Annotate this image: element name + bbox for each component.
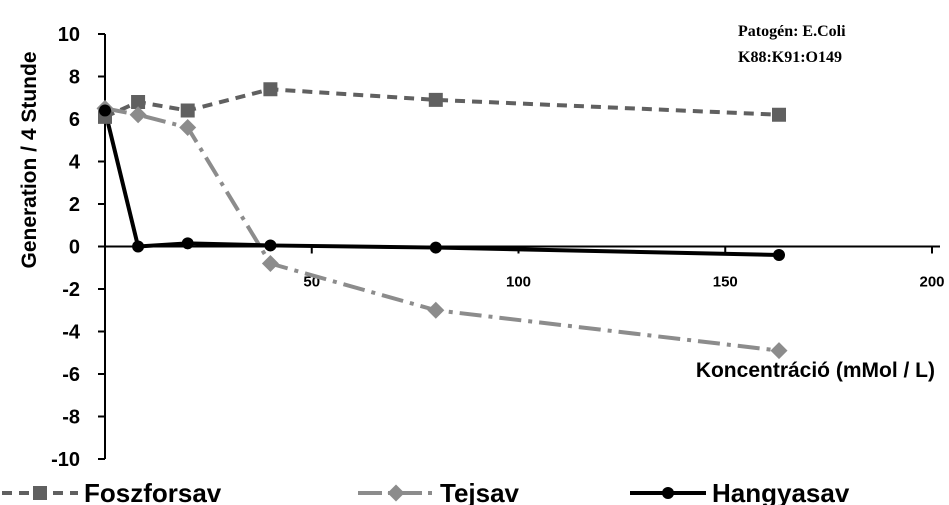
- data-point-hangyasav: [264, 239, 277, 252]
- series-line-tejsav: [104, 106, 780, 353]
- annotation-strain: K88:K91:O149: [738, 49, 842, 66]
- series-line-hangyasav: [103, 110, 780, 257]
- x-tick-label: 100: [506, 274, 531, 291]
- data-point-foszforsav: [428, 92, 443, 107]
- data-point-tejsav: [179, 119, 197, 136]
- x-axis-title: Koncentráció (mMol / L): [696, 359, 935, 382]
- y-tick-label: 8: [69, 67, 80, 89]
- data-point-hangyasav: [99, 104, 111, 117]
- legend-marker: [33, 486, 47, 500]
- y-axis-title: Generation / 4 Stunde: [18, 51, 41, 268]
- y-tick-label: 10: [58, 24, 80, 46]
- y-tick-label: 2: [69, 194, 80, 216]
- legend-label: Tejsav: [440, 478, 520, 505]
- legend-item-tejsav: Tejsav: [358, 478, 520, 505]
- data-point-foszforsav: [180, 103, 195, 118]
- y-tick-label: -2: [62, 279, 80, 301]
- y-tick-label: 6: [69, 109, 80, 131]
- data-point-tejsav: [261, 255, 279, 272]
- data-point-hangyasav: [132, 240, 145, 253]
- y-tick-label: 4: [69, 152, 81, 174]
- y-tick-label: -8: [62, 407, 80, 429]
- series-line-foszforsav: [104, 87, 780, 119]
- y-tick-label: -6: [62, 364, 80, 386]
- y-tick-label: -4: [62, 322, 81, 344]
- annotation-pathogen: Patogén: E.Coli: [738, 23, 846, 40]
- legend-label: Foszforsav: [84, 478, 222, 505]
- y-axis-title-text: Generation / 4 Stunde: [18, 51, 41, 268]
- legend-item-hangyasav: Hangyasav: [630, 478, 850, 505]
- legend: Foszforsav Tejsav Hangyasav: [2, 478, 850, 505]
- y-tick-label: 0: [69, 237, 80, 259]
- legend-marker: [662, 487, 674, 499]
- legend-label: Hangyasav: [712, 478, 850, 505]
- x-tick-label: 200: [919, 274, 944, 291]
- y-tick-label: -10: [51, 449, 80, 471]
- data-point-hangyasav: [181, 237, 194, 250]
- data-point-foszforsav: [263, 82, 278, 97]
- legend-marker: [387, 484, 405, 502]
- data-point-hangyasav: [429, 241, 442, 254]
- data-point-tejsav: [129, 106, 147, 124]
- data-point-hangyasav: [773, 249, 786, 261]
- x-tick-label: 150: [713, 274, 738, 291]
- data-point-tejsav: [427, 301, 445, 319]
- data-point-foszforsav: [131, 95, 146, 109]
- legend-item-foszforsav: Foszforsav: [2, 478, 222, 505]
- data-point-tejsav: [770, 342, 788, 360]
- data-point-foszforsav: [772, 107, 787, 122]
